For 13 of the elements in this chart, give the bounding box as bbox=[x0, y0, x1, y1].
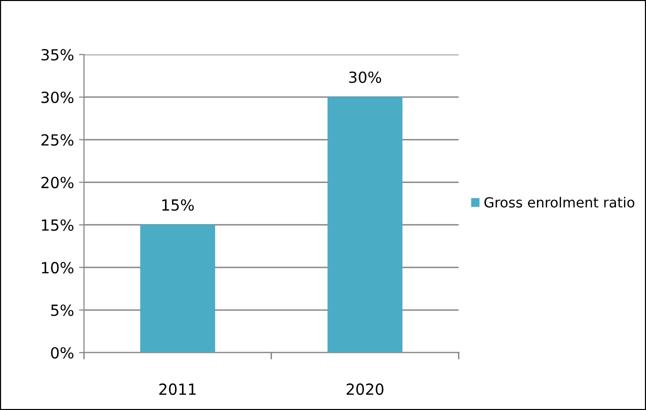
x-tick-label: 2020 bbox=[346, 383, 384, 395]
y-tick-label: 25% bbox=[41, 134, 74, 146]
y-tick-label: 20% bbox=[41, 176, 74, 188]
y-tick-label: 15% bbox=[42, 219, 74, 231]
y-tick-label: 5% bbox=[51, 304, 74, 316]
data-label: 30% bbox=[349, 71, 382, 84]
legend-label: Gross enrolment ratio bbox=[484, 196, 634, 208]
y-tick-label: 10% bbox=[42, 262, 74, 274]
y-tick-label: 0% bbox=[51, 347, 74, 359]
x-tick-label: 2011 bbox=[159, 383, 196, 395]
y-tick-label: 30% bbox=[41, 92, 74, 104]
data-label: 15% bbox=[162, 199, 194, 211]
y-tick-label: 35% bbox=[41, 48, 74, 61]
